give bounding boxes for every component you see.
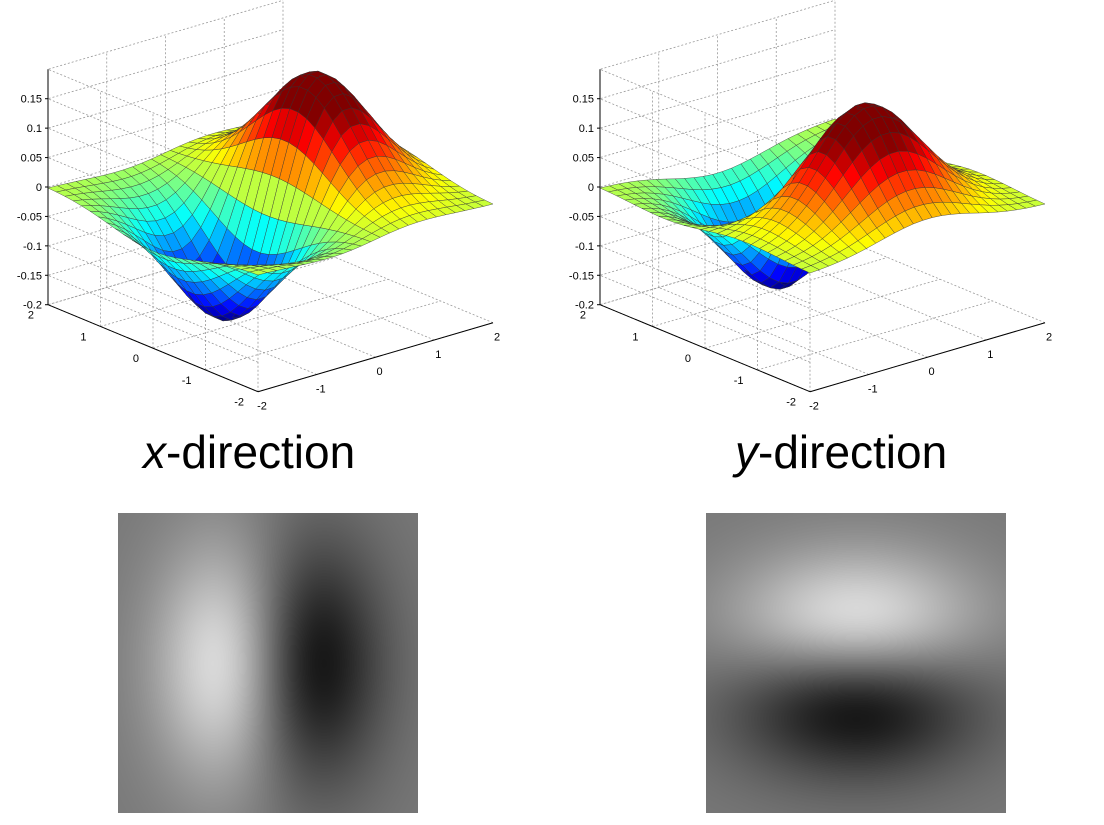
- surface-x-axes: [45, 69, 494, 393]
- surface-x-x-tick-label: 1: [435, 349, 441, 361]
- surface-y-y-tick-label: 1: [632, 331, 638, 343]
- grayscale-map-x-direction: [118, 513, 418, 813]
- surface-x-z-tick-label: -0.2: [23, 300, 42, 312]
- surface-x-x-tick-label: 0: [376, 366, 382, 378]
- surface-x-x-tick-label: -1: [316, 383, 326, 395]
- surface-plot-y-svg: -0.2 -0.15 -0.1 -0.05 0 0.05 0.1 0.15 -2 -1 0 1 2 -2 -…: [569, 0, 1052, 413]
- surface-x-z-tick-label: 0: [36, 182, 42, 194]
- surface-plot-y-direction: -0.2 -0.15 -0.1 -0.05 0 0.05 0.1 0.15 -2 -1 0 1 2 -2 -…: [552, 0, 1104, 450]
- surface-x-y-tick-label: -1: [182, 375, 192, 387]
- surface-y-z-tick-label: 0.05: [573, 153, 594, 165]
- caption-x-direction: x-direction: [143, 425, 355, 479]
- surface-x-z-tick-label: -0.15: [17, 270, 42, 282]
- surface-x-y-tick-label: 2: [28, 310, 34, 322]
- surface-y-z-tick-label: 0: [588, 182, 594, 194]
- surface-plot-x-svg: -0.2 -0.15 -0.1 -0.05 0 0.05 0.1 0.15 -2 -1 0 1 2 -2 -…: [17, 0, 500, 413]
- surface-x-z-tick-label: -0.05: [17, 211, 42, 223]
- surface-x-surface-mesh: [47, 70, 494, 322]
- surface-y-y-tick-label: 0: [685, 353, 691, 365]
- surface-plot-x-direction: -0.2 -0.15 -0.1 -0.05 0 0.05 0.1 0.15 -2 -1 0 1 2 -2 -…: [0, 0, 552, 450]
- surface-x-x-tick-label: 2: [494, 332, 500, 344]
- surface-y-x-tick-label: 2: [1046, 332, 1052, 344]
- caption-x-text: -direction: [166, 426, 356, 478]
- surface-y-y-tick-label: -1: [734, 375, 744, 387]
- surface-y-z-tick-label: -0.15: [569, 270, 594, 282]
- surface-y-z-tick-label: 0.15: [573, 94, 594, 106]
- surface-y-x-tick-label: 0: [928, 366, 934, 378]
- surface-x-z-tick-label: 0.1: [27, 123, 42, 135]
- surface-y-z-tick-label: -0.1: [575, 241, 594, 253]
- caption-x-variable: x: [143, 426, 166, 478]
- surface-x-z-tick-label: 0.15: [21, 94, 42, 106]
- caption-y-text: -direction: [758, 426, 948, 478]
- surface-y-x-tick-label: 1: [987, 349, 993, 361]
- grayscale-map-y-direction: [706, 513, 1006, 813]
- surface-x-z-tick-label: -0.1: [23, 241, 42, 253]
- caption-y-variable: y: [735, 426, 758, 478]
- surface-x-y-tick-label: -2: [234, 397, 244, 409]
- surface-y-axes: [597, 69, 1046, 393]
- surface-x-y-tick-label: 0: [133, 353, 139, 365]
- surface-x-y-tick-label: 1: [80, 331, 86, 343]
- surface-y-x-tick-label: -1: [868, 383, 878, 395]
- surface-x-z-tick-label: 0.05: [21, 153, 42, 165]
- surface-y-z-tick-label: -0.2: [575, 300, 594, 312]
- caption-y-direction: y-direction: [735, 425, 947, 479]
- surface-y-z-tick-label: 0.1: [579, 123, 594, 135]
- surface-x-x-tick-label: -2: [257, 401, 267, 413]
- surface-y-surface-mesh: [599, 102, 1046, 290]
- surface-y-y-tick-label: -2: [786, 397, 796, 409]
- surface-y-z-tick-label: -0.05: [569, 211, 594, 223]
- surface-y-y-tick-label: 2: [580, 310, 586, 322]
- surface-y-x-tick-label: -2: [809, 401, 819, 413]
